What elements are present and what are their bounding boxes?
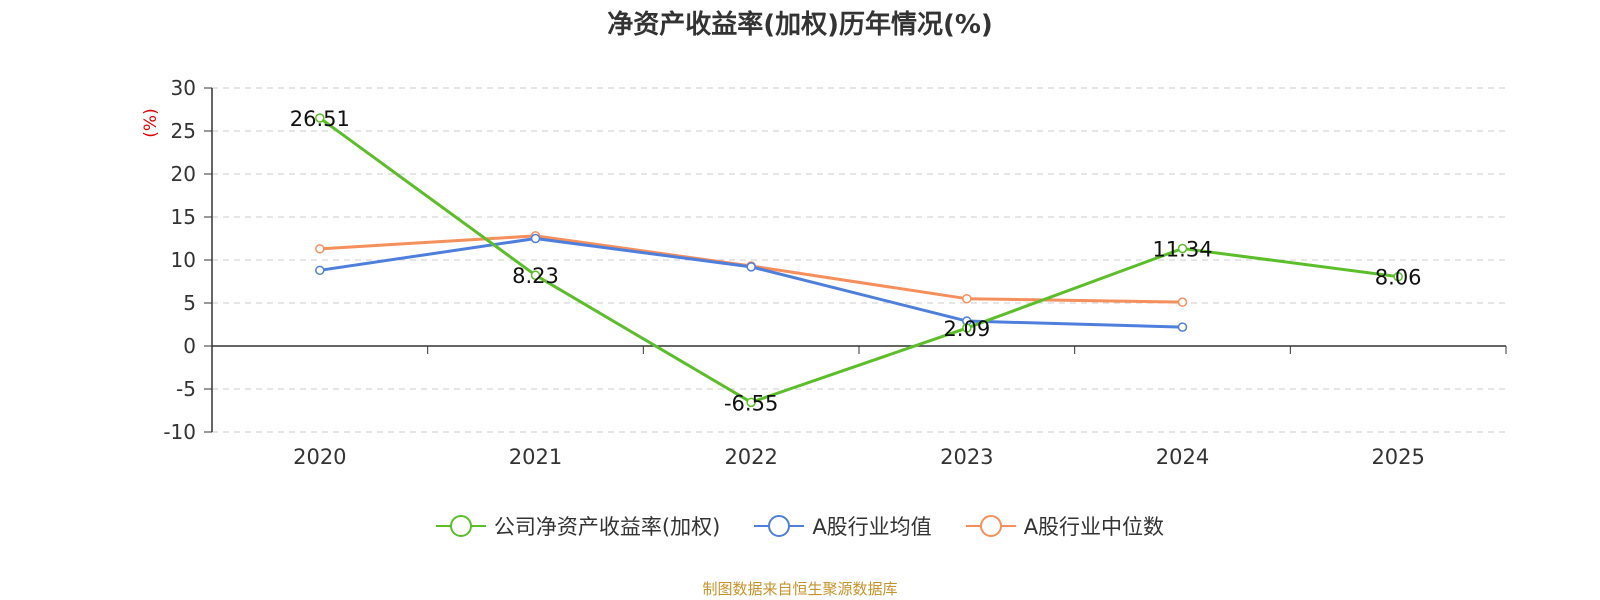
data-point	[962, 293, 972, 304]
legend-item-industry-median[interactable]: A股行业中位数	[965, 511, 1165, 541]
data-point	[1177, 322, 1188, 332]
chart-title: 净资产收益率(加权)历年情况(%)	[607, 10, 993, 40]
data-point	[315, 265, 325, 276]
series-line	[318, 116, 1399, 404]
y-tick-label: 25	[171, 119, 196, 143]
y-tick-label: -10	[163, 420, 196, 444]
data-point	[1177, 297, 1188, 307]
data-label: 11.34	[1152, 237, 1212, 261]
x-tick-label: 2021	[509, 445, 562, 469]
data-point	[746, 397, 756, 408]
data-label: 8.06	[1375, 266, 1422, 290]
data-point	[530, 233, 541, 244]
legend-item-company[interactable]: 公司净资产收益率(加权)	[435, 511, 721, 541]
data-point	[530, 270, 541, 280]
legend-marker-industry-mean	[754, 515, 805, 537]
y-tick-label: 20	[171, 162, 196, 186]
plot-area: 30 25 20 15 10 5 0 -5 -10 (%) 2020 2021 2022 2023 2024…	[141, 76, 1507, 469]
x-tick-label: 2025	[1371, 445, 1424, 469]
data-label: 2.09	[943, 317, 990, 341]
legend: 公司净资产收益率(加权) A股行业均值 A股行业中位数	[0, 511, 1600, 541]
data-point	[962, 323, 972, 333]
y-axis-label: (%)	[141, 108, 161, 137]
y-tick-label: 15	[171, 205, 196, 229]
data-point	[1393, 271, 1403, 282]
y-tick-label: -5	[176, 377, 196, 401]
legend-marker-company	[435, 515, 486, 537]
data-label: 8.23	[512, 264, 559, 288]
data-point	[315, 244, 325, 254]
data-label: -6.55	[724, 391, 778, 415]
data-label: 26.51	[290, 107, 350, 131]
source-note: 制图数据来自恒生聚源数据库	[702, 580, 898, 598]
x-tick-label: 2024	[1156, 445, 1209, 469]
y-tick-label: 5	[183, 291, 196, 315]
data-point	[746, 262, 756, 272]
y-tick-label: 10	[171, 248, 196, 272]
x-tick-label: 2022	[724, 445, 777, 469]
data-point	[315, 113, 325, 123]
data-point	[1177, 243, 1188, 254]
legend-label-industry-mean: A股行业均值	[812, 515, 932, 539]
y-tick-label: 30	[171, 76, 196, 100]
y-tick-label: 0	[183, 334, 196, 358]
legend-label-industry-median: A股行业中位数	[1023, 515, 1165, 539]
x-tick-label: 2023	[940, 445, 993, 469]
series-line	[319, 237, 1183, 329]
x-tick-label: 2020	[293, 445, 346, 469]
legend-label-company: 公司净资产收益率(加权)	[493, 515, 721, 539]
legend-item-industry-mean[interactable]: A股行业均值	[754, 511, 932, 541]
legend-marker-industry-median	[965, 515, 1016, 537]
